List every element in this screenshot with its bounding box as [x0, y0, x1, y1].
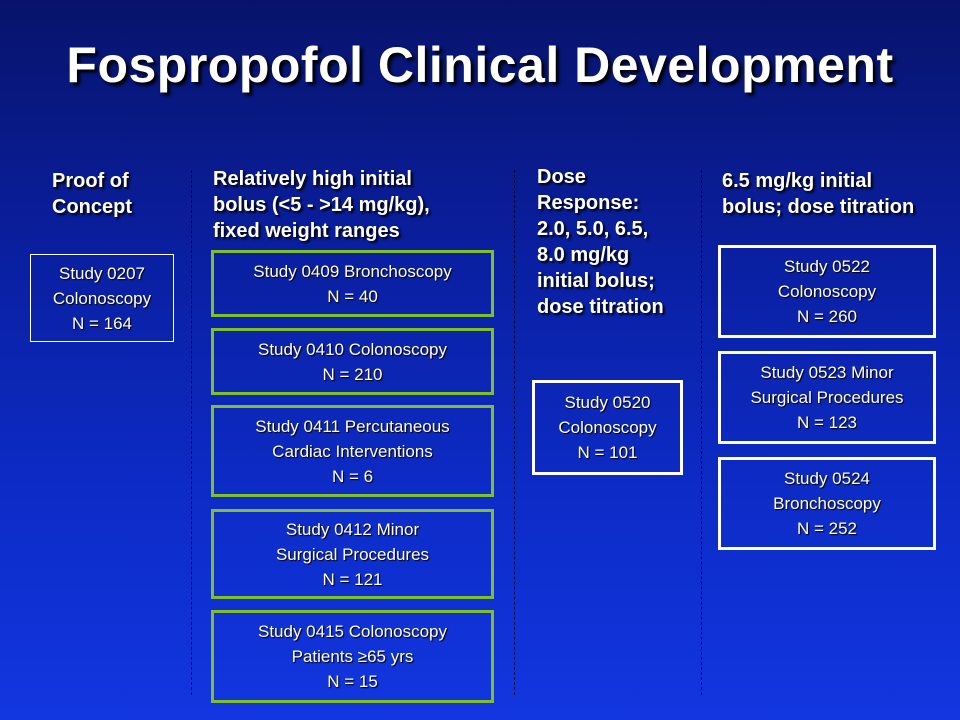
study-box-0520: Study 0520 Colonoscopy N = 101 [532, 380, 683, 475]
column-divider [191, 170, 192, 695]
study-line: Cardiac Interventions [272, 441, 433, 461]
study-line: N = 210 [322, 364, 383, 384]
heading-line: 2.0, 5.0, 6.5, [537, 218, 649, 240]
study-line: Study 0520 [564, 393, 651, 412]
study-line: Bronchoscopy [773, 494, 881, 513]
study-line: N = 15 [327, 672, 378, 691]
study-line: Colonoscopy [777, 282, 877, 301]
study-line: Surgical Procedures [750, 388, 904, 407]
study-box-0412: Study 0412 Minor Surgical Procedures N =… [211, 509, 494, 599]
study-line: N = 123 [796, 413, 857, 432]
study-box-0411: Study 0411 Percutaneous Cardiac Interven… [211, 405, 494, 497]
study-line: Study 0410 Colonoscopy [257, 339, 448, 359]
study-line: Study 0524 [783, 469, 870, 488]
page-title: Fospropofol Clinical Development [66, 37, 894, 93]
column-heading-dose-response: Dose Response: 2.0, 5.0, 6.5, 8.0 mg/kg … [537, 164, 664, 320]
study-line: Study 0409 Bronchoscopy [253, 261, 452, 281]
study-box-0410: Study 0410 Colonoscopy N = 210 [211, 328, 494, 395]
study-box-0522: Study 0522 Colonoscopy N = 260 [718, 245, 936, 338]
heading-line: 8.0 mg/kg [537, 244, 630, 266]
heading-line: 6.5 mg/kg initial [722, 170, 873, 192]
study-line: N = 6 [331, 466, 374, 486]
heading-line: Dose [537, 166, 586, 188]
heading-line: fixed weight ranges [213, 220, 400, 242]
heading-line: bolus (<5 - >14 mg/kg), [213, 194, 430, 216]
column-heading-proof-of-concept: Proof of Concept [52, 168, 132, 220]
column-divider [701, 170, 702, 695]
study-line: Colonoscopy [558, 418, 657, 437]
study-line: Study 0522 [783, 257, 870, 276]
study-line: Surgical Procedures [275, 544, 430, 564]
study-box-0415: Study 0415 Colonoscopy Patients ≥65 yrs … [211, 610, 494, 703]
study-line: Study 0415 Colonoscopy [257, 622, 448, 641]
study-line: N = 164 [71, 313, 132, 333]
column-heading-dose-titration: 6.5 mg/kg initial bolus; dose titration [722, 168, 914, 220]
column-heading-high-bolus: Relatively high initial bolus (<5 - >14 … [213, 166, 430, 244]
heading-line: Concept [52, 196, 132, 218]
study-line: N = 260 [796, 307, 857, 326]
study-line: Patients ≥65 yrs [291, 647, 414, 666]
study-box-0207: Study 0207 Colonoscopy N = 164 [30, 254, 174, 342]
study-line: Study 0411 Percutaneous [255, 416, 450, 436]
study-line: Study 0412 Minor [285, 519, 420, 539]
study-box-0524: Study 0524 Bronchoscopy N = 252 [718, 457, 936, 550]
heading-line: dose titration [537, 296, 664, 318]
study-line: N = 121 [322, 569, 383, 589]
heading-line: bolus; dose titration [722, 196, 915, 218]
study-line: N = 101 [577, 443, 638, 462]
study-line: N = 252 [796, 519, 857, 538]
study-line: Study 0523 Minor [760, 363, 894, 382]
heading-line: initial bolus; [537, 270, 655, 292]
study-box-0409: Study 0409 Bronchoscopy N = 40 [211, 250, 494, 317]
column-divider [514, 170, 515, 695]
heading-line: Proof of [52, 170, 129, 192]
heading-line: Response: [537, 192, 640, 214]
study-line: N = 40 [327, 286, 378, 306]
study-line: Study 0207 [58, 263, 145, 283]
study-line: Colonoscopy [52, 288, 152, 308]
heading-line: Relatively high initial [213, 168, 412, 190]
study-box-0523: Study 0523 Minor Surgical Procedures N =… [718, 351, 936, 444]
